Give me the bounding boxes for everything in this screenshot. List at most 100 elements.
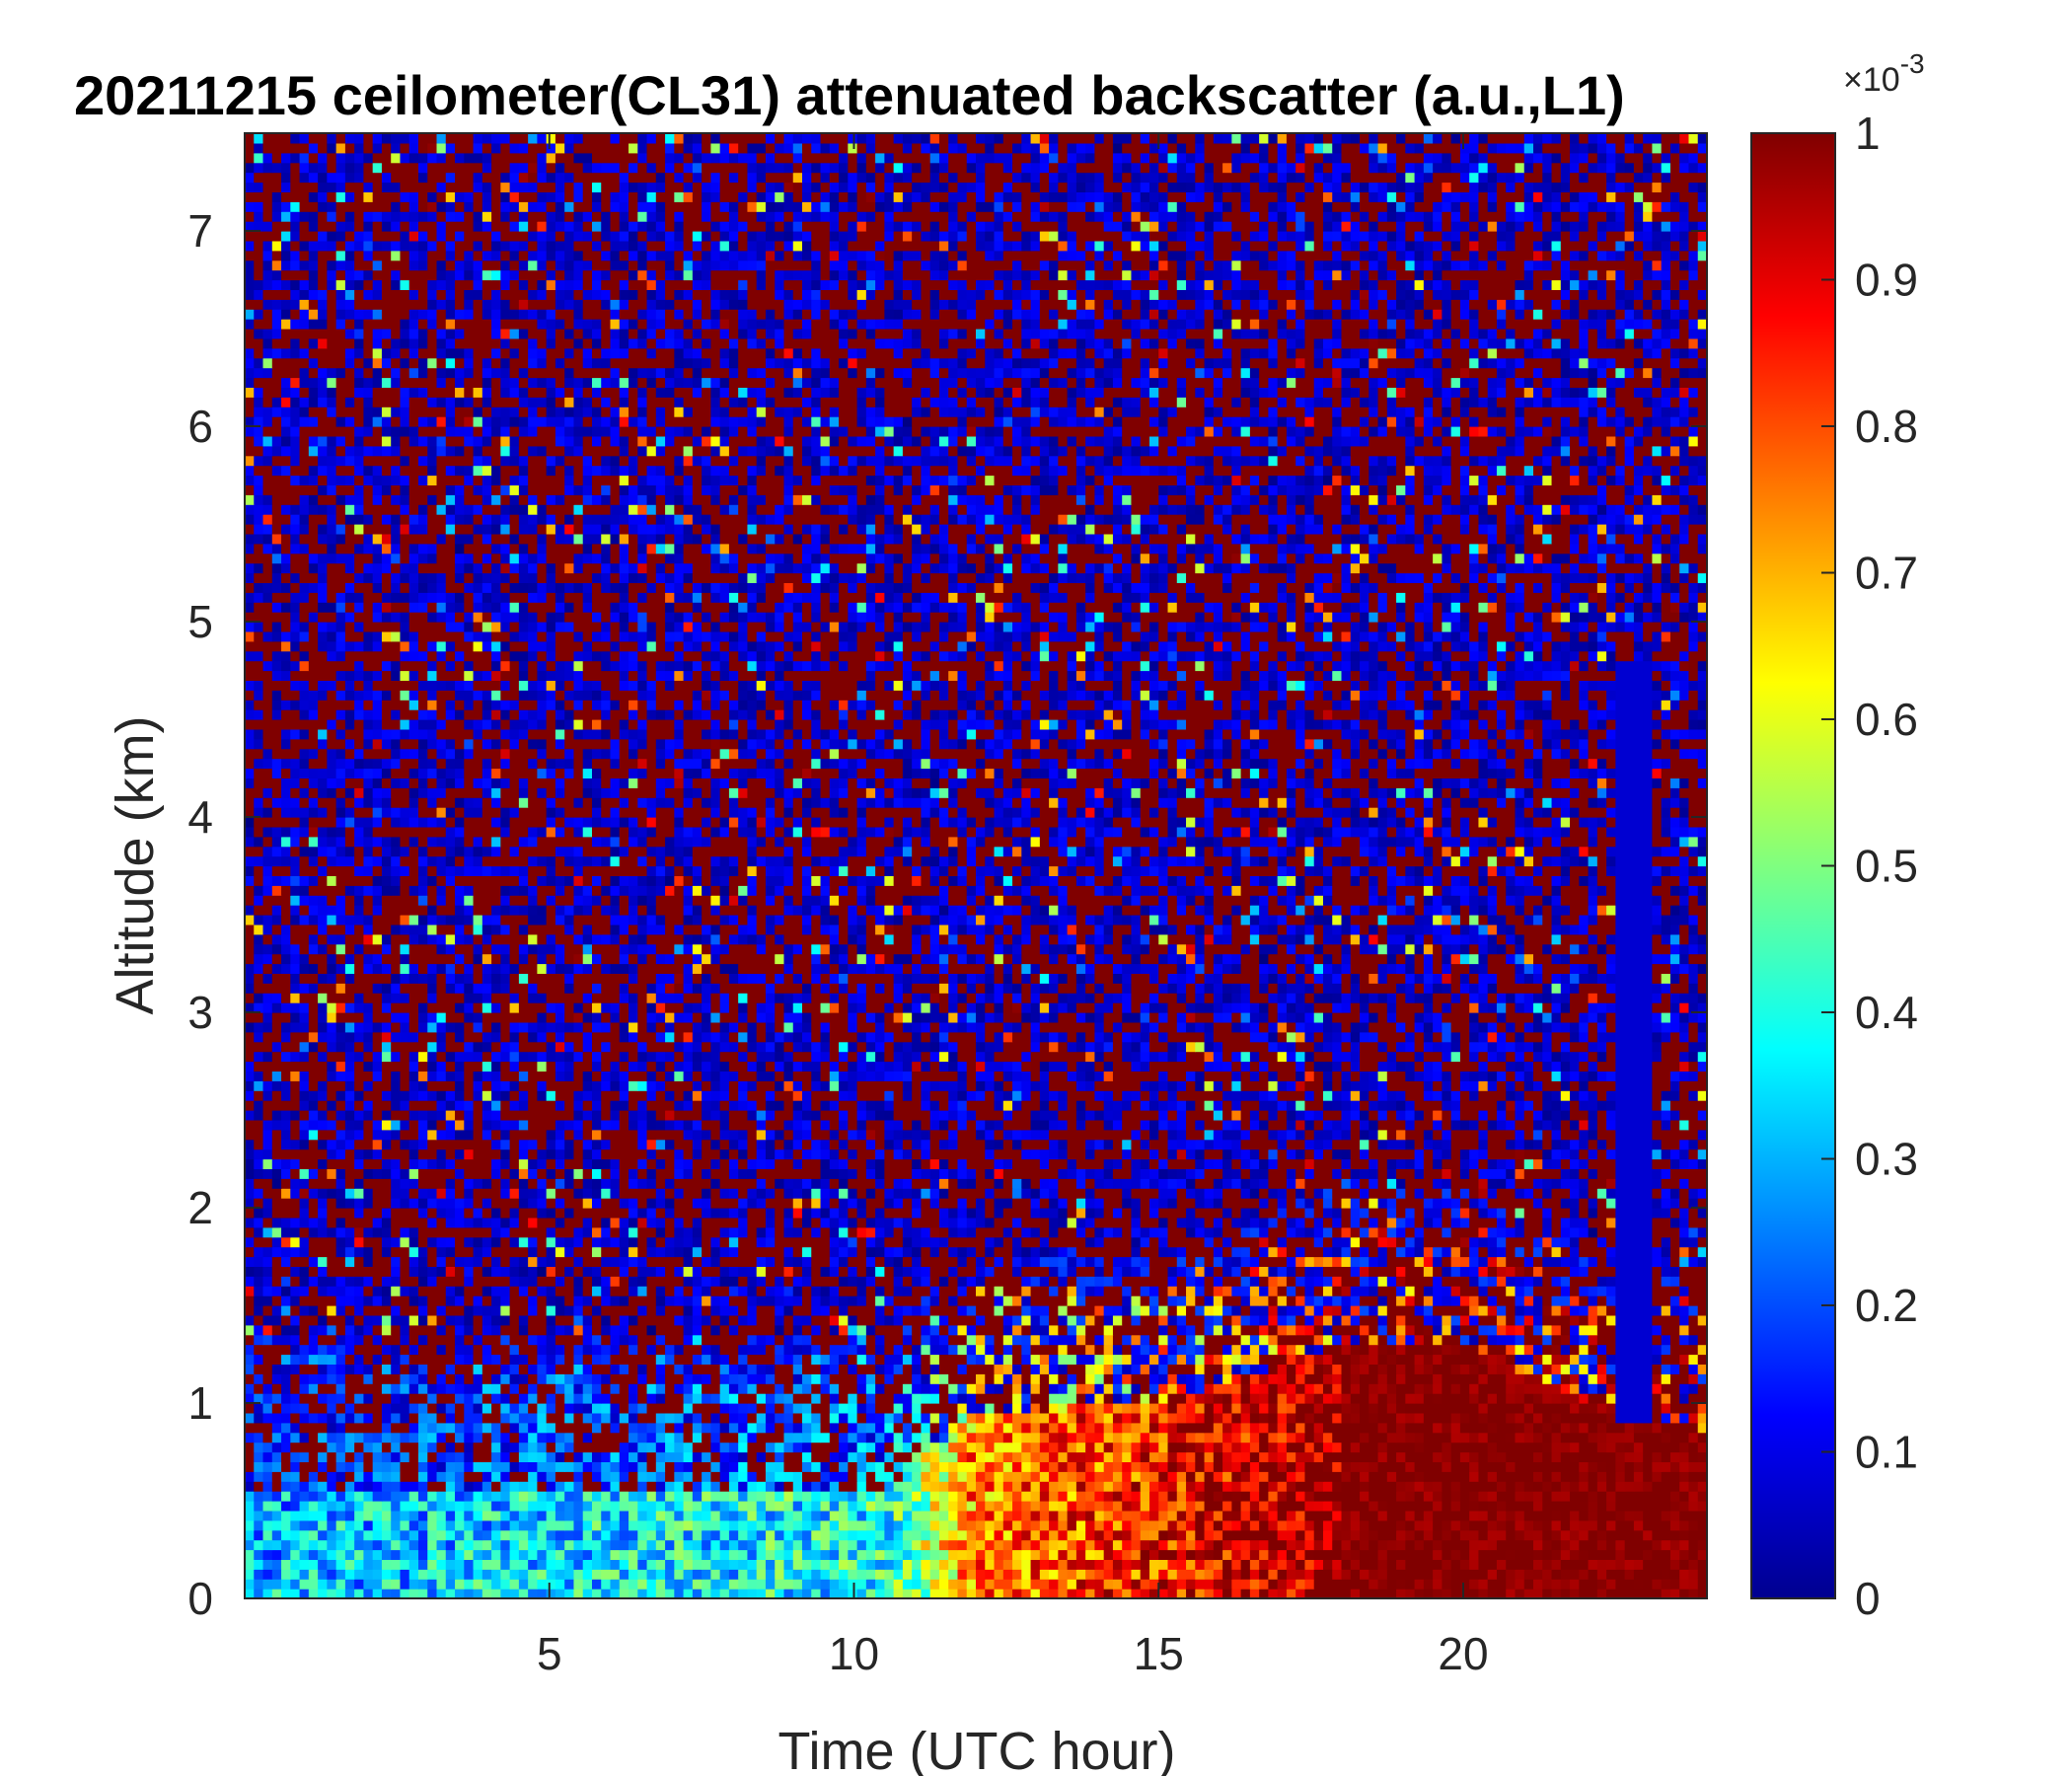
heatmap-cell [1332, 1295, 1343, 1306]
heatmap-cell [1332, 1393, 1343, 1404]
heatmap-cell [765, 1393, 776, 1404]
heatmap-cell [573, 1559, 584, 1570]
heatmap-cell [957, 1442, 968, 1453]
heatmap-cell [765, 1589, 776, 1598]
heatmap-cell [966, 1510, 977, 1521]
heatmap-cell [1322, 1481, 1333, 1492]
heatmap-cell [1067, 1324, 1077, 1336]
heatmap-cell [427, 1442, 438, 1453]
heatmap-cell [802, 1373, 812, 1384]
heatmap-cell [1643, 1451, 1654, 1462]
heatmap-cell [290, 1403, 301, 1414]
heatmap-cell [929, 1354, 940, 1365]
heatmap-cell [1021, 1471, 1032, 1482]
heatmap-cell [1277, 1549, 1288, 1560]
heatmap-cell [710, 1344, 721, 1356]
heatmap-cell [1615, 1354, 1626, 1365]
heatmap-cell [1341, 1442, 1352, 1453]
heatmap-cell [1615, 1461, 1626, 1472]
heatmap-cell [674, 1354, 685, 1365]
heatmap-cell [1487, 1305, 1498, 1316]
heatmap-cell [1148, 1481, 1159, 1492]
heatmap-cell [473, 1324, 483, 1336]
heatmap-cell [1067, 1373, 1077, 1384]
heatmap-cell [938, 1324, 949, 1336]
heatmap-cell [938, 1589, 949, 1598]
heatmap-cell [500, 1491, 511, 1502]
heatmap-cell [938, 1383, 949, 1394]
heatmap-cell [245, 1403, 255, 1414]
heatmap-cell [436, 1354, 447, 1365]
heatmap-cell [528, 1481, 538, 1492]
heatmap-cell [637, 1324, 648, 1336]
heatmap-cell [985, 1334, 996, 1346]
heatmap-cell [1122, 1491, 1133, 1502]
heatmap-cell [1058, 1539, 1069, 1551]
heatmap-cell [1624, 1461, 1635, 1472]
heatmap-cell [372, 1295, 383, 1306]
heatmap-cell [1652, 1344, 1663, 1356]
heatmap-cell [848, 1481, 858, 1492]
heatmap-cell [1369, 1451, 1379, 1462]
heatmap-cell [1094, 1373, 1105, 1384]
heatmap-cell [1396, 1510, 1406, 1521]
heatmap-cell [1542, 1344, 1553, 1356]
heatmap-cell [400, 1539, 410, 1551]
heatmap-cell [1112, 1334, 1123, 1346]
heatmap-cell [1414, 1393, 1425, 1404]
heatmap-cell [976, 1324, 986, 1336]
heatmap-cell [1195, 1461, 1206, 1472]
heatmap-cell [372, 1569, 383, 1580]
heatmap-cell [948, 1403, 959, 1414]
heatmap-cell [1688, 1529, 1699, 1541]
heatmap-cell [1231, 1383, 1242, 1394]
heatmap-cell [408, 1422, 419, 1434]
heatmap-cell [601, 1422, 612, 1434]
heatmap-cell [655, 1393, 666, 1404]
heatmap-cell [1515, 1579, 1525, 1590]
heatmap-cell [408, 1393, 419, 1404]
heatmap-cell [783, 1403, 794, 1414]
heatmap-cell [1103, 1354, 1114, 1365]
heatmap-cell [1661, 1305, 1671, 1316]
heatmap-cell [1442, 1403, 1452, 1414]
heatmap-cell [1487, 1510, 1498, 1521]
heatmap-cell [354, 1451, 365, 1462]
heatmap-cell [473, 1354, 483, 1365]
heatmap-cell [765, 1451, 776, 1462]
heatmap-cell [948, 1324, 959, 1336]
heatmap-cell [1103, 1589, 1114, 1598]
heatmap-cell [473, 1422, 483, 1434]
heatmap-cell [1249, 1519, 1260, 1531]
heatmap-cell [994, 1471, 1004, 1482]
heatmap-cell [1423, 1442, 1434, 1453]
heatmap-cell [1433, 1324, 1443, 1336]
heatmap-cell [281, 1501, 291, 1512]
heatmap-cell [1405, 1579, 1416, 1590]
heatmap-cell [976, 1403, 986, 1414]
heatmap-cell [1112, 1579, 1123, 1590]
heatmap-cell [1405, 1305, 1416, 1316]
heatmap-cell [839, 1432, 849, 1443]
heatmap-cell [335, 1471, 346, 1482]
heatmap-cell [1067, 1442, 1077, 1453]
heatmap-cell [1112, 1461, 1123, 1472]
heatmap-cell [1523, 1364, 1534, 1374]
heatmap-cell [1533, 1393, 1543, 1404]
heatmap-cell [381, 1510, 392, 1521]
heatmap-cell [775, 1334, 785, 1346]
heatmap-cell [1369, 1539, 1379, 1551]
heatmap-cell [1158, 1403, 1169, 1414]
heatmap-cell [555, 1432, 565, 1443]
heatmap-cell [921, 1529, 931, 1541]
heatmap-cell [1661, 1481, 1671, 1492]
heatmap-cell [436, 1501, 447, 1512]
heatmap-cell [564, 1354, 575, 1365]
heatmap-cell [335, 1481, 346, 1492]
heatmap-cell [290, 1373, 301, 1384]
heatmap-cell [1669, 1539, 1680, 1551]
heatmap-cell [1615, 1442, 1626, 1453]
heatmap-cell [245, 1393, 255, 1404]
heatmap-cell [747, 1373, 758, 1384]
heatmap-cell [655, 1403, 666, 1414]
